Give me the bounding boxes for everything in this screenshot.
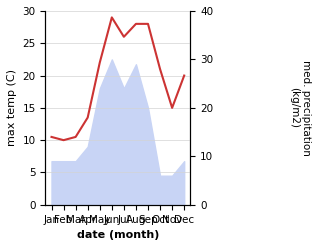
Y-axis label: max temp (C): max temp (C) <box>7 69 17 146</box>
X-axis label: date (month): date (month) <box>77 230 159 240</box>
Y-axis label: med. precipitation
(kg/m2): med. precipitation (kg/m2) <box>289 60 311 156</box>
